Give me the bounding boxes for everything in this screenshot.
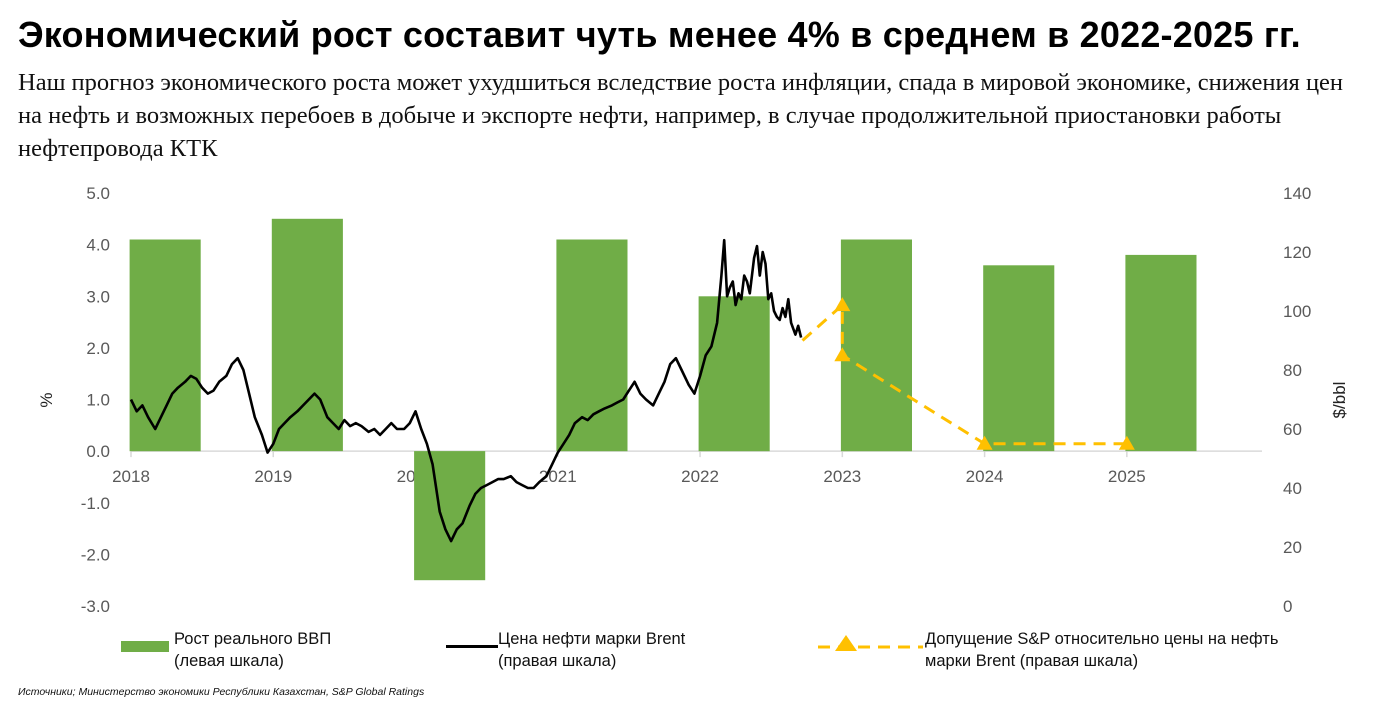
gdp-bar: [414, 451, 486, 581]
legend-assumption-swatch: [818, 635, 923, 651]
gdp-bar: [556, 239, 628, 452]
source-note: Источники; Министерство экономики Респуб…: [18, 686, 425, 698]
left-tick-label: 3.0: [86, 287, 110, 306]
legend-brent-label: Цена нефти марки Brent (правая шкала): [498, 630, 686, 670]
right-tick-label: 100: [1283, 302, 1311, 321]
right-tick-label: 60: [1283, 420, 1302, 439]
gdp-bar: [271, 218, 343, 452]
brent-price-line: [129, 238, 803, 543]
page-subtitle: Наш прогноз экономического роста может у…: [18, 69, 1344, 162]
legend-gdp-label: Рост реального ВВП (левая шкала): [174, 630, 332, 670]
x-tick-label: 2022: [681, 467, 719, 486]
left-tick-label: 4.0: [86, 236, 110, 255]
x-tick-label: 2024: [966, 467, 1004, 486]
gdp-bar: [840, 239, 912, 452]
x-tick-label: 2025: [1108, 467, 1146, 486]
legend-assumption-label: Допущение S&P относительно цены на нефть…: [925, 630, 1279, 670]
left-tick-label: -2.0: [81, 545, 110, 564]
left-tick-label: 0.0: [86, 442, 110, 461]
legend-gdp-swatch: [121, 641, 169, 652]
left-tick-label: 5.0: [86, 184, 110, 203]
combo-chart: -3.0 -2.0 -1.0 0.0 1.0 2.0 3.0 4.0 5.0 0 20 40 60 80 1…: [37, 184, 1349, 616]
x-tick-label: 2018: [112, 467, 150, 486]
assumption-marker: [976, 435, 993, 450]
right-tick-label: 0: [1283, 597, 1292, 616]
legend-brent-swatch: [446, 645, 498, 648]
gdp-bar: [129, 239, 201, 452]
right-tick-label: 40: [1283, 479, 1302, 498]
gdp-bar: [983, 265, 1055, 452]
right-tick-label: 120: [1283, 243, 1311, 262]
left-tick-label: 1.0: [86, 391, 110, 410]
right-tick-label: 140: [1283, 184, 1311, 203]
left-tick-label: -3.0: [81, 597, 110, 616]
assumption-marker: [834, 347, 851, 362]
right-tick-label: 80: [1283, 361, 1302, 380]
assumption-marker: [1118, 435, 1135, 450]
x-tick-label: 2023: [823, 467, 861, 486]
left-tick-label: -1.0: [81, 494, 110, 513]
gdp-bar: [698, 296, 770, 452]
left-tick-label: 2.0: [86, 339, 110, 358]
right-axis-label: $/bbl: [1330, 382, 1349, 419]
left-axis-label: %: [37, 392, 56, 407]
gdp-bar: [1125, 254, 1197, 452]
page-title: Экономический рост составит чуть менее 4…: [18, 14, 1301, 55]
assumption-marker: [834, 297, 851, 312]
right-tick-label: 20: [1283, 538, 1302, 557]
x-tick-label: 2019: [254, 467, 292, 486]
